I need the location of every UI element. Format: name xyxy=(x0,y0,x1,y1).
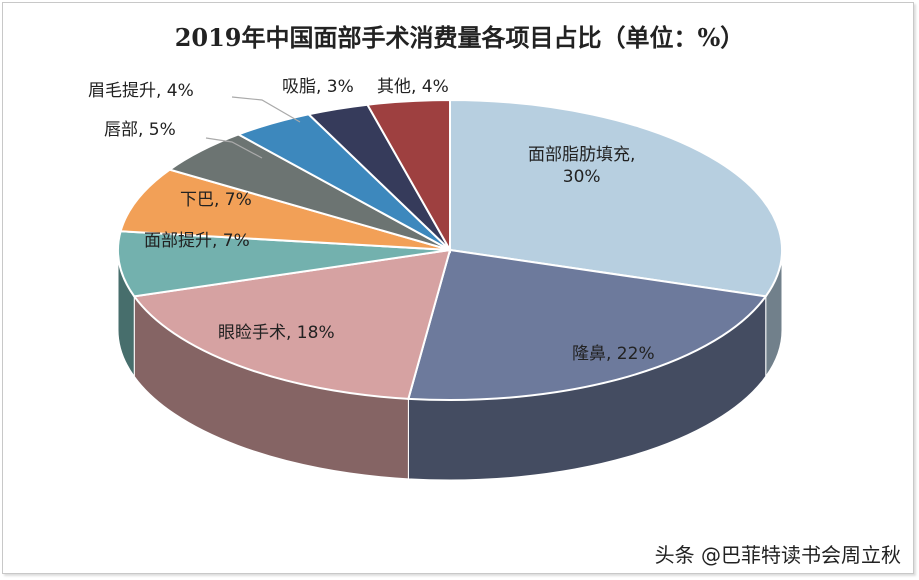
watermark: 头条 @巴菲特读书会周立秋 xyxy=(654,543,901,567)
pie-slice-8 xyxy=(365,98,451,254)
label-eyebrow: 眉毛提升, 4% xyxy=(88,81,194,101)
label-eyelid: 眼睑手术, 18% xyxy=(218,323,335,343)
label-liposuction: 吸脂, 3% xyxy=(282,77,354,97)
pie-slice-0 xyxy=(449,98,783,298)
pie-slice-1 xyxy=(407,248,768,401)
label-lip: 唇部, 5% xyxy=(104,120,176,140)
label-chin: 下巴, 7% xyxy=(180,190,252,210)
chart-frame xyxy=(2,2,914,574)
label-fat-fill-name: 面部脂肪填充, xyxy=(528,145,636,165)
leader-line-lip xyxy=(205,137,263,159)
pie-slice-3 xyxy=(117,230,451,298)
chart-title: 2019年中国面部手术消费量各项目占比（单位：%） xyxy=(174,23,745,52)
label-face-lift: 面部提升, 7% xyxy=(144,231,250,251)
pie-slice-2 xyxy=(132,248,452,400)
label-fat-fill: 面部脂肪填充, 30% xyxy=(528,144,635,188)
label-fat-fill-value: 30% xyxy=(562,167,601,187)
label-rhinoplasty: 隆鼻, 22% xyxy=(572,344,655,364)
pie-slice-4 xyxy=(119,168,451,251)
leader-line-eyebrow xyxy=(231,96,301,123)
label-other: 其他, 4% xyxy=(377,77,449,97)
